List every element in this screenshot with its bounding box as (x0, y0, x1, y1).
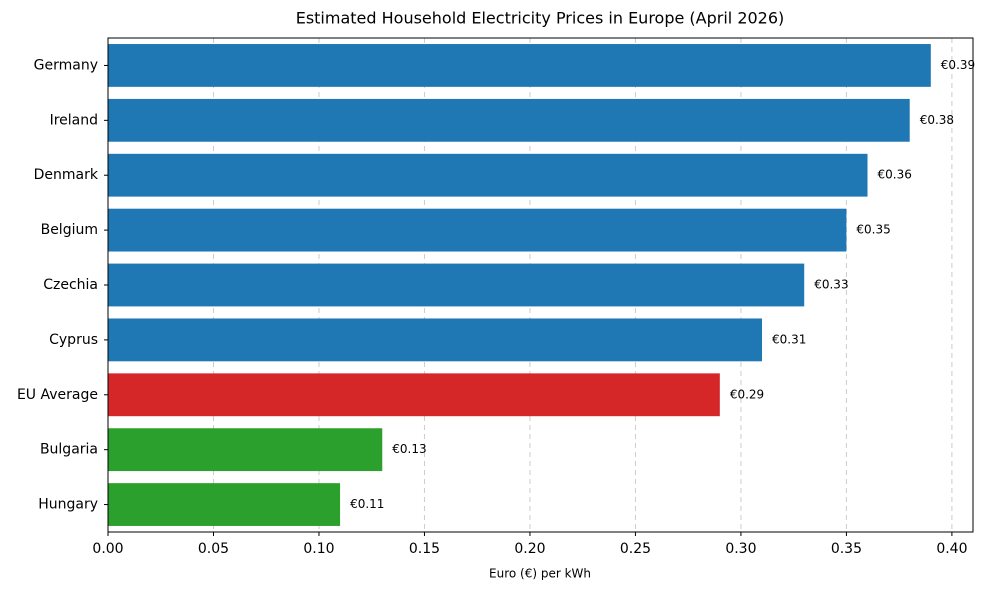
chart-title: Estimated Household Electricity Prices i… (296, 9, 785, 28)
y-tick-label: EU Average (17, 387, 98, 403)
value-label: €0.11 (350, 497, 384, 511)
bar (108, 428, 383, 472)
bar (108, 153, 868, 197)
y-tick-label: Hungary (38, 497, 98, 513)
bar (108, 373, 720, 417)
bar (108, 44, 931, 87)
y-tick-label: Czechia (43, 277, 98, 293)
plot-frame (107, 37, 974, 533)
value-label: €0.38 (920, 113, 954, 127)
bar (108, 98, 910, 142)
x-tick-label: 0.35 (831, 541, 862, 557)
x-tick-label: 0.15 (409, 541, 440, 557)
x-axis-label: Euro (€) per kWh (489, 567, 591, 581)
y-tick-label: Germany (34, 57, 98, 73)
y-tick-label: Denmark (34, 167, 99, 183)
x-tick-label: 0.30 (725, 541, 756, 557)
bar (108, 318, 763, 362)
value-label: €0.13 (392, 442, 426, 456)
bar (108, 263, 805, 307)
x-tick-label: 0.10 (303, 541, 334, 557)
y-tick-label: Cyprus (49, 332, 98, 348)
x-tick-label: 0.00 (92, 541, 123, 557)
value-label: €0.29 (730, 387, 764, 401)
y-tick-label: Ireland (50, 112, 98, 128)
value-label: €0.33 (814, 278, 848, 292)
x-tick-label: 0.40 (936, 541, 967, 557)
x-tick-label: 0.20 (514, 541, 545, 557)
x-tick-label: 0.25 (620, 541, 651, 557)
value-label: €0.36 (878, 168, 912, 182)
y-tick-label: Belgium (41, 222, 98, 238)
value-label: €0.39 (941, 58, 975, 72)
y-tick-label: Bulgaria (40, 442, 98, 458)
bar (108, 208, 847, 252)
value-label: €0.31 (772, 332, 806, 346)
bar (108, 483, 341, 526)
value-label: €0.35 (856, 223, 890, 237)
x-tick-label: 0.05 (198, 541, 229, 557)
